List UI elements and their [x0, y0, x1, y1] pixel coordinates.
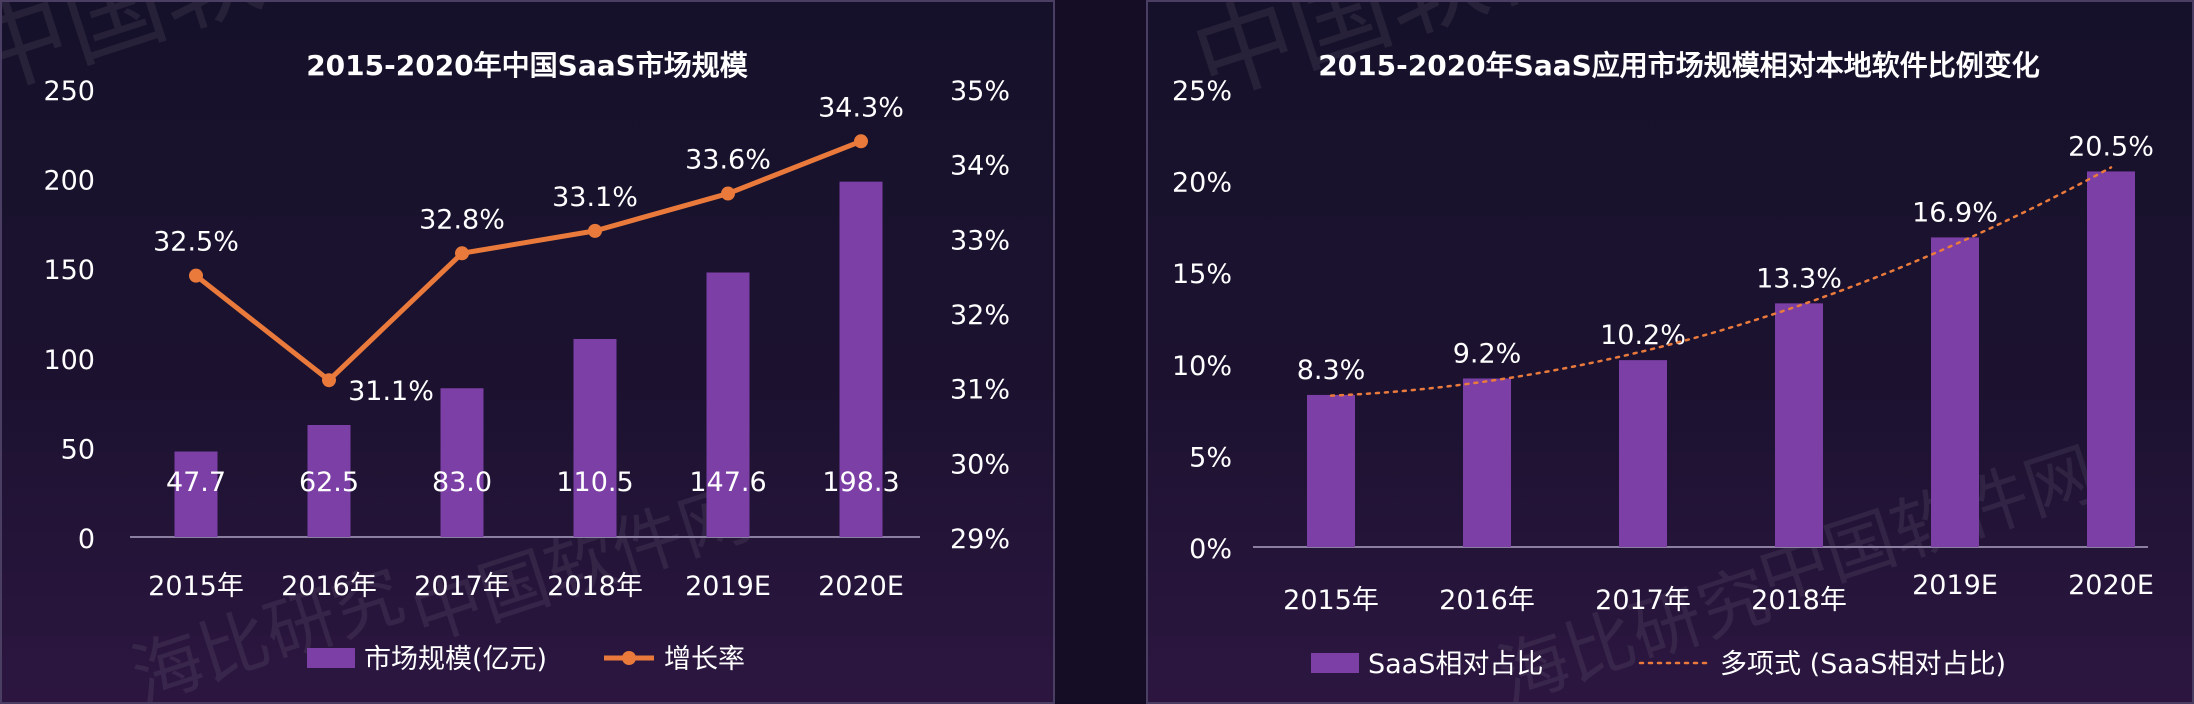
line-point [854, 134, 868, 149]
line-point [588, 223, 602, 238]
bar [2087, 171, 2135, 547]
bar [1931, 237, 1979, 547]
legend-label: 市场规模(亿元) [364, 644, 547, 675]
x-tick-label: 2016年 [1439, 585, 1535, 616]
line-value-label: 33.1% [552, 182, 638, 213]
chart-title: 2015-2020年SaaS应用市场规模相对本地软件比例变化 [1318, 49, 2040, 82]
x-tick-label: 2015年 [1283, 585, 1379, 616]
legend-swatch-bar [1311, 653, 1359, 673]
legend-swatch-bar [307, 648, 355, 668]
x-tick-label: 2019E [1912, 570, 1998, 601]
bar [1775, 303, 1823, 547]
legend-label: 多项式 (SaaS相对占比) [1720, 649, 2006, 680]
x-tick-label: 2017年 [1595, 585, 1691, 616]
line-value-label: 33.6% [685, 145, 771, 176]
line-value-label: 32.5% [153, 227, 239, 258]
legend-swatch-point [622, 651, 636, 665]
x-tick-label: 2018年 [547, 571, 643, 602]
line-value-label: 31.1% [348, 376, 434, 407]
x-tick-label: 2020E [818, 571, 904, 602]
saas-ratio-chart: 中国软件网海比研究中国软件网2015-2020年SaaS应用市场规模相对本地软件… [1172, 2, 2154, 704]
bar [174, 451, 218, 537]
bar-value-label: 13.3% [1756, 263, 1842, 294]
y-right-tick-label: 31% [950, 375, 1010, 406]
bar [440, 388, 484, 537]
x-tick-label: 2020E [2068, 570, 2154, 601]
line-point [189, 268, 203, 283]
y-right-tick-label: 32% [950, 300, 1010, 331]
bar-value-label: 47.7 [166, 467, 226, 498]
y-left-tick-label: 50 [61, 434, 95, 465]
x-tick-label: 2015年 [148, 571, 244, 602]
bar-value-label: 10.2% [1600, 320, 1686, 351]
y-left-tick-label: 150 [43, 255, 95, 286]
right-chart-panel: 中国软件网海比研究中国软件网2015-2020年SaaS应用市场规模相对本地软件… [1146, 0, 2194, 704]
bar-value-label: 16.9% [1912, 197, 1998, 228]
x-tick-label: 2019E [685, 571, 771, 602]
y-right-tick-label: 35% [950, 76, 1010, 107]
bar-value-label: 62.5 [299, 467, 359, 498]
market-size-chart: 中国软件网海比研究中国软件网2015-2020年中国SaaS市场规模050100… [2, 2, 1010, 702]
line-point [322, 373, 336, 388]
bar-value-label: 20.5% [2068, 131, 2154, 162]
y-tick-label: 20% [1172, 168, 1232, 199]
bar-value-label: 198.3 [822, 467, 899, 498]
bar [1307, 394, 1355, 547]
y-right-tick-label: 33% [950, 225, 1010, 256]
trendline [1329, 166, 2113, 397]
y-tick-label: 5% [1189, 442, 1232, 473]
y-left-tick-label: 250 [43, 76, 95, 107]
bar [573, 338, 617, 537]
y-right-tick-label: 34% [950, 151, 1010, 182]
y-left-tick-label: 100 [43, 345, 95, 376]
legend-label: 增长率 [664, 644, 745, 675]
y-tick-label: 25% [1172, 76, 1232, 107]
y-left-tick-label: 0 [78, 524, 95, 555]
bar [307, 425, 351, 537]
bar [1619, 360, 1667, 547]
x-tick-label: 2017年 [414, 571, 510, 602]
y-tick-label: 0% [1189, 534, 1232, 565]
x-tick-label: 2016年 [281, 571, 377, 602]
line-point [455, 246, 469, 261]
line-value-label: 34.3% [818, 92, 904, 123]
y-left-tick-label: 200 [43, 166, 95, 197]
x-tick-label: 2018年 [1751, 585, 1847, 616]
watermark-text: 海比研究 [1488, 554, 1780, 704]
bar-value-label: 147.6 [689, 467, 766, 498]
left-chart-panel: 中国软件网海比研究中国软件网2015-2020年中国SaaS市场规模050100… [0, 0, 1055, 704]
bar-value-label: 9.2% [1453, 338, 1522, 369]
line-point [721, 186, 735, 201]
y-right-tick-label: 30% [950, 449, 1010, 480]
bar [1463, 378, 1511, 547]
legend-label: SaaS相对占比 [1368, 649, 1543, 680]
series-line [194, 138, 862, 383]
chart-title: 2015-2020年中国SaaS市场规模 [306, 49, 749, 82]
bar-value-label: 110.5 [556, 467, 633, 498]
bar-value-label: 83.0 [432, 467, 492, 498]
bar [839, 181, 883, 537]
y-tick-label: 15% [1172, 259, 1232, 290]
line-value-label: 32.8% [419, 204, 505, 235]
bar-value-label: 8.3% [1297, 355, 1366, 386]
y-tick-label: 10% [1172, 351, 1232, 382]
bar [706, 272, 750, 537]
y-right-tick-label: 29% [950, 524, 1010, 555]
